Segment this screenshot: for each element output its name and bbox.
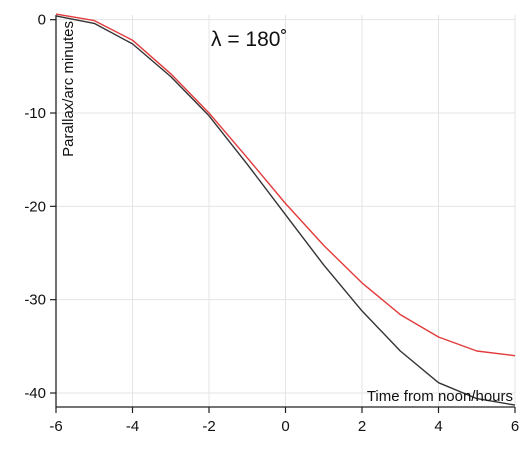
x-tick-label: 6 (511, 418, 519, 435)
series-lines (55, 13, 516, 406)
y-tick-label: 0 (38, 12, 46, 29)
chart-annotation: λ = 180˚ (211, 28, 287, 51)
x-tick-label: 2 (358, 418, 366, 435)
x-tick-label: -4 (126, 418, 139, 435)
axes (50, 15, 516, 413)
y-tick-label: -30 (24, 292, 46, 309)
y-tick-label: -10 (24, 105, 46, 122)
x-axis-title: Time from noon/hours (367, 388, 513, 405)
y-tick-label: -20 (24, 198, 46, 215)
y-tick-label: -40 (24, 385, 46, 402)
x-tick-label: 0 (281, 418, 289, 435)
series-line-1 (55, 13, 516, 357)
tick-labels: -6 -4 -2 0 2 4 60-10-20-30-40 (24, 12, 519, 435)
grid (55, 15, 516, 407)
series-line-2 (55, 15, 516, 406)
x-tick-label: -2 (202, 418, 215, 435)
x-tick-label: 4 (434, 418, 442, 435)
x-tick-label: -6 (49, 418, 62, 435)
y-axis-title: Parallax/arc minutes (60, 21, 77, 157)
